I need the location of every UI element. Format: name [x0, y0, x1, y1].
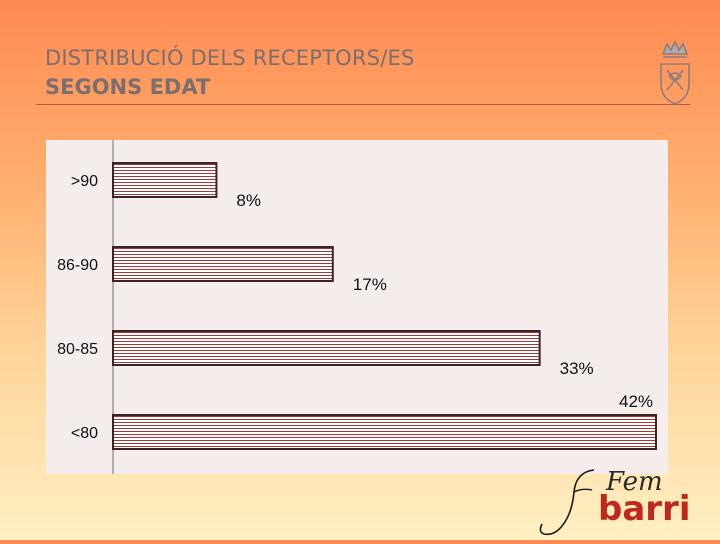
- bar: [112, 246, 334, 282]
- category-label: 86-90: [57, 257, 98, 274]
- fem-barri-logo: Fem barri: [536, 462, 706, 540]
- coat-of-arms-icon: [660, 40, 690, 105]
- bar: [112, 330, 541, 366]
- title-line-1: DISTRIBUCIÓ DELS RECEPTORS/ES: [45, 46, 415, 70]
- logo-text: barri: [598, 489, 690, 529]
- bar-chart: >90 8% 86-90 17% 80-85 33% <80 42%: [57, 140, 657, 474]
- slide-title: DISTRIBUCIÓ DELS RECEPTORS/ES SEGONS EDA…: [45, 44, 415, 102]
- category-label: >90: [71, 173, 98, 190]
- data-label: 17%: [353, 275, 387, 294]
- bar: [112, 414, 657, 450]
- bar-group: >90 8% 86-90 17% 80-85 33% <80 42%: [57, 162, 657, 450]
- category-label: <80: [71, 425, 98, 442]
- logo-script-text: Fem: [605, 467, 663, 497]
- title-underline: [36, 104, 690, 105]
- bar: [112, 162, 218, 198]
- fem-barri-logo-mark: Fem barri: [539, 467, 690, 536]
- category-label: 80-85: [57, 341, 98, 358]
- data-label: 42%: [619, 392, 653, 411]
- data-label: 8%: [236, 191, 261, 210]
- data-label: 33%: [560, 359, 594, 378]
- title-line-2: SEGONS EDAT: [45, 75, 211, 99]
- chart-panel: >90 8% 86-90 17% 80-85 33% <80 42%: [46, 140, 668, 474]
